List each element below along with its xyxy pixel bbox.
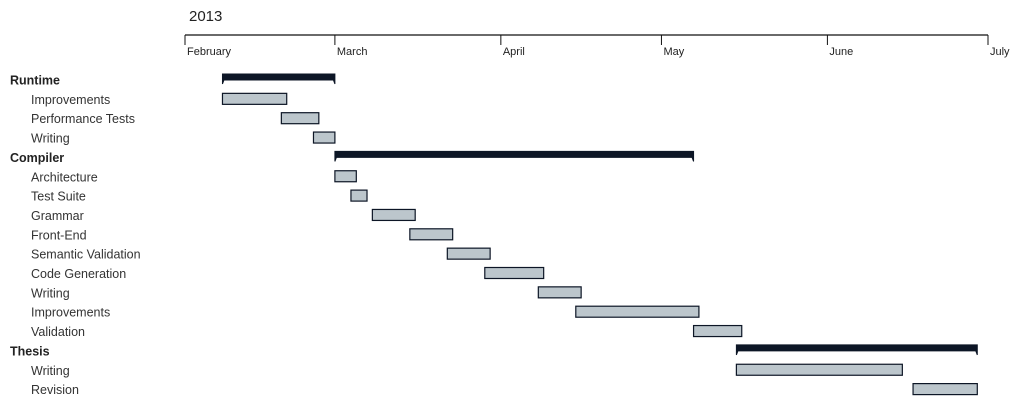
task-bar <box>221 92 288 105</box>
task-label: Architecture <box>31 170 98 184</box>
task-label: Grammar <box>31 209 84 223</box>
task-label: Writing <box>31 132 70 146</box>
task-bar <box>735 363 903 376</box>
task-bar <box>350 189 368 202</box>
task-label: Revision <box>31 383 79 397</box>
task-bar <box>446 247 491 260</box>
task-bar <box>575 305 700 318</box>
task-bar <box>280 112 320 125</box>
task-bar <box>484 266 545 280</box>
task-bar <box>409 228 454 241</box>
summary-bar <box>221 73 336 85</box>
task-label: Writing <box>31 364 70 378</box>
summary-bar <box>334 150 695 162</box>
group-label: Runtime <box>10 74 60 88</box>
chart-title: 2013 <box>189 8 222 25</box>
summary-bar <box>735 344 978 356</box>
task-label: Front-End <box>31 228 87 242</box>
time-axis: February March April May June July <box>184 34 1010 58</box>
task-label: Validation <box>31 325 85 339</box>
group-label: Thesis <box>10 344 50 358</box>
task-bar <box>692 324 743 338</box>
task-label: Semantic Validation <box>31 248 141 262</box>
month-label: April <box>503 46 525 58</box>
task-label: Writing <box>31 286 70 300</box>
month-label: May <box>663 46 684 58</box>
task-label: Test Suite <box>31 190 86 204</box>
task-rows: Runtime Improvements Performance Tests Writ… <box>10 73 978 397</box>
task-label: Code Generation <box>31 267 126 281</box>
task-label: Performance Tests <box>31 112 135 126</box>
task-label: Improvements <box>31 306 110 320</box>
task-bar <box>371 208 416 222</box>
task-bar <box>537 286 582 299</box>
task-bar <box>912 383 978 396</box>
task-bar <box>334 170 357 183</box>
task-label: Improvements <box>31 93 110 107</box>
task-bar <box>312 131 336 144</box>
month-label: June <box>829 46 853 58</box>
month-label: July <box>990 46 1010 58</box>
month-label: February <box>187 46 232 58</box>
month-label: March <box>337 46 368 58</box>
group-label: Compiler <box>10 151 64 165</box>
